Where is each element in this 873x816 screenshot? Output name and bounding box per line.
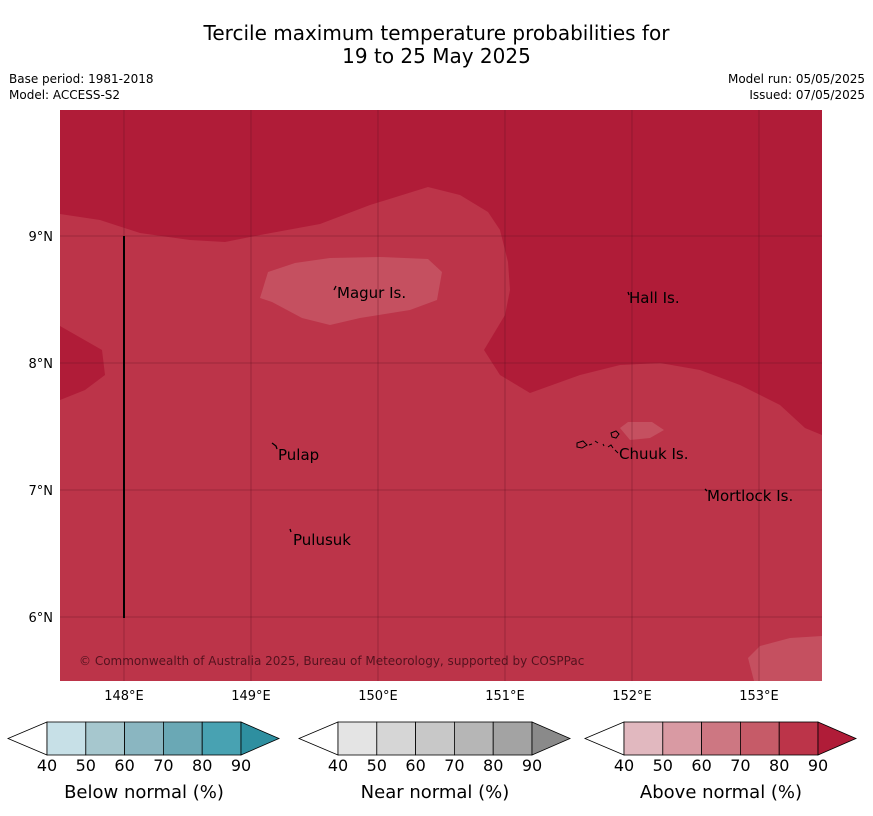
colorbar-extend-high bbox=[240, 721, 281, 756]
title-line-2: 19 to 25 May 2025 bbox=[342, 44, 531, 68]
prob-region-60-70-north bbox=[260, 257, 442, 325]
colorbar-extend-high bbox=[817, 721, 858, 756]
chuuk-lagoon-marker bbox=[576, 430, 620, 454]
pulap-island-marker bbox=[271, 442, 278, 450]
colorbar-tick: 50 bbox=[367, 756, 387, 775]
colorbar-tick: 90 bbox=[808, 756, 828, 775]
place-label: Pulusuk bbox=[293, 531, 351, 549]
prob-region-60-70-chuuk bbox=[620, 422, 664, 440]
colorbar-tick: 80 bbox=[769, 756, 789, 775]
colorbar-segment bbox=[778, 721, 819, 756]
colorbar-tick: 60 bbox=[405, 756, 425, 775]
colorbar-tick: 80 bbox=[483, 756, 503, 775]
lat-label: 9°N bbox=[29, 230, 54, 245]
colorbar-segment bbox=[453, 721, 494, 756]
colorbar-segment bbox=[376, 721, 416, 756]
colorbar-segment bbox=[46, 721, 87, 756]
colorbar-tick: 60 bbox=[114, 756, 134, 775]
colorbar-2: 40 50 60 70 80 90 Above normal (%) bbox=[583, 721, 858, 803]
prob-region-70-80 bbox=[60, 187, 822, 681]
colorbar-tick: 40 bbox=[614, 756, 634, 775]
lon-label: 148°E bbox=[104, 689, 144, 704]
title-line-1: Tercile maximum temperature probabilitie… bbox=[203, 21, 670, 45]
colorbar-tick: 40 bbox=[328, 756, 348, 775]
colorbar-segment bbox=[623, 721, 664, 756]
colorbar-extend-high bbox=[531, 721, 572, 756]
model-run: Model run: 05/05/2025 bbox=[727, 72, 865, 86]
place-label: Chuuk Is. bbox=[619, 445, 688, 463]
colorbar-segment bbox=[415, 721, 455, 756]
colorbar-tick: 50 bbox=[653, 756, 673, 775]
colorbar-tick: 70 bbox=[153, 756, 173, 775]
mortlock-island-marker bbox=[704, 488, 708, 492]
chart-title: Tercile maximum temperature probabilitie… bbox=[0, 22, 873, 68]
colorbar-segment bbox=[85, 721, 126, 756]
lon-label: 150°E bbox=[358, 689, 398, 704]
lat-label: 6°N bbox=[29, 611, 54, 626]
colorbar-tick: 60 bbox=[691, 756, 711, 775]
lon-label: 153°E bbox=[739, 689, 779, 704]
colorbar-tick: 40 bbox=[37, 756, 57, 775]
colorbar-tick: 90 bbox=[522, 756, 542, 775]
colorbars: 40 50 60 70 80 90 Below normal (%) 40 50 60 70 80 90… bbox=[6, 721, 858, 803]
colorbar-tick: 90 bbox=[231, 756, 251, 775]
copyright-notice: © Commonwealth of Australia 2025, Bureau… bbox=[79, 654, 584, 668]
island-markers bbox=[271, 285, 708, 533]
colorbar-extend-low bbox=[6, 721, 48, 756]
colorbar-label: Near normal (%) bbox=[361, 782, 510, 803]
colorbar-segment bbox=[162, 721, 203, 756]
colorbar-tick: 70 bbox=[444, 756, 464, 775]
base-period: Base period: 1981-2018 bbox=[9, 72, 154, 86]
lon-label: 152°E bbox=[612, 689, 652, 704]
lon-label: 149°E bbox=[231, 689, 271, 704]
place-label: Hall Is. bbox=[629, 289, 680, 307]
colorbar-0: 40 50 60 70 80 90 Below normal (%) bbox=[6, 721, 281, 803]
place-label: Pulap bbox=[278, 446, 319, 464]
colorbar-segment bbox=[662, 721, 702, 756]
lat-label: 7°N bbox=[29, 484, 54, 499]
colorbar-label: Below normal (%) bbox=[64, 782, 224, 803]
hall-island-marker bbox=[627, 291, 630, 296]
colorbar-segment bbox=[124, 721, 164, 756]
colorbar-tick: 50 bbox=[76, 756, 96, 775]
colorbar-segment bbox=[740, 721, 780, 756]
colorbar-1: 40 50 60 70 80 90 Near normal (%) bbox=[297, 721, 572, 803]
model-name: Model: ACCESS-S2 bbox=[9, 88, 121, 102]
colorbar-label: Above normal (%) bbox=[640, 782, 802, 803]
prob-region-60-70-southeast bbox=[748, 636, 822, 681]
colorbar-segment bbox=[201, 721, 242, 756]
lat-label: 8°N bbox=[29, 357, 54, 372]
magur-island-marker bbox=[333, 285, 337, 291]
colorbar-tick: 80 bbox=[192, 756, 212, 775]
colorbar-extend-low bbox=[297, 721, 339, 756]
issued-date: Issued: 07/05/2025 bbox=[749, 88, 865, 102]
lon-label: 151°E bbox=[485, 689, 525, 704]
pulusuk-island-marker bbox=[289, 528, 292, 533]
place-label: Magur Is. bbox=[337, 284, 406, 302]
meta-left: Base period: 1981-2018 Model: ACCESS-S2 bbox=[9, 71, 154, 103]
colorbar-extend-low bbox=[583, 721, 625, 756]
colorbar-segment bbox=[492, 721, 533, 756]
place-label: Mortlock Is. bbox=[707, 487, 793, 505]
colorbar-segment bbox=[701, 721, 741, 756]
colorbar-tick: 70 bbox=[730, 756, 750, 775]
colorbar-segment bbox=[337, 721, 378, 756]
meta-right: Model run: 05/05/2025 Issued: 07/05/2025 bbox=[728, 71, 865, 103]
